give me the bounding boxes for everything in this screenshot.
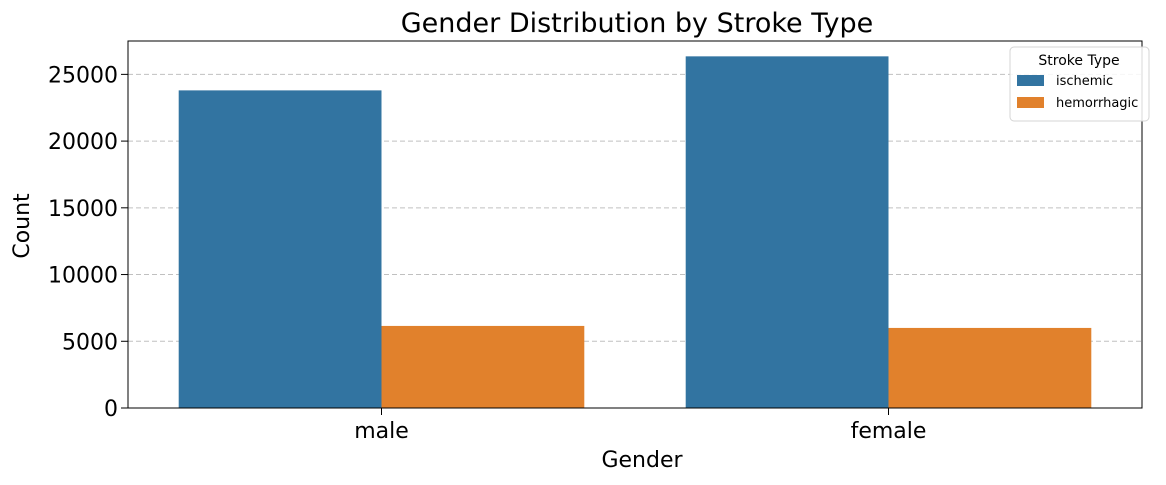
x-axis-ticks: male female bbox=[354, 408, 926, 444]
y-tick-label: 10000 bbox=[48, 264, 118, 289]
bar-ischemic-male bbox=[178, 90, 382, 409]
plot-frame bbox=[127, 40, 1143, 409]
y-tick-label: 0 bbox=[104, 397, 118, 422]
y-tick-label: 20000 bbox=[48, 130, 118, 155]
bar-hemorrhagic-male bbox=[381, 325, 585, 408]
legend-label-ischemic: ischemic bbox=[1056, 74, 1113, 89]
y-tick-label: 25000 bbox=[48, 63, 118, 88]
y-axis-ticks: 0 5000 10000 15000 20000 25000 bbox=[48, 63, 128, 422]
bar-ischemic-female bbox=[685, 56, 889, 409]
x-tick-label: male bbox=[354, 419, 409, 444]
legend-swatch-hemorrhagic bbox=[1017, 97, 1044, 108]
legend-title: Stroke Type bbox=[1038, 53, 1119, 69]
y-tick-label: 15000 bbox=[48, 197, 118, 222]
bar-hemorrhagic-female bbox=[888, 327, 1092, 408]
legend-box bbox=[1009, 46, 1150, 122]
legend: Stroke Type ischemic hemorrhagic bbox=[1009, 46, 1150, 122]
y-axis-label: Count bbox=[10, 193, 35, 259]
x-axis-label: Gender bbox=[601, 448, 683, 473]
legend-swatch-ischemic bbox=[1017, 75, 1044, 86]
y-tick-label: 5000 bbox=[62, 330, 118, 355]
chart-title: Gender Distribution by Stroke Type bbox=[401, 8, 874, 39]
legend-label-hemorrhagic: hemorrhagic bbox=[1056, 96, 1138, 111]
legend-items: ischemic hemorrhagic bbox=[1017, 74, 1138, 111]
x-tick-label: female bbox=[851, 419, 927, 444]
bars bbox=[178, 56, 1092, 409]
